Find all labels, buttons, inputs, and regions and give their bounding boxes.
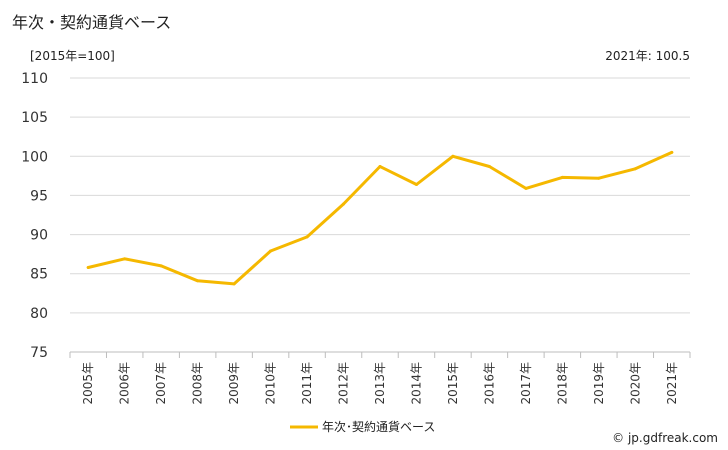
x-tick-label: 2006年	[118, 362, 132, 405]
x-axis-ticks: 2005年 2006年 2007年 2008年 2009年 2010年 2011年 2012年…	[69, 352, 691, 405]
y-tick-label-85: 85	[30, 267, 48, 283]
data-point	[305, 235, 309, 239]
x-tick-label: 2012年	[337, 362, 351, 405]
legend: 年次･契約通貨ベース	[290, 419, 435, 434]
data-point	[597, 176, 601, 180]
series-line-0	[86, 150, 674, 286]
y-tick-label-80: 80	[30, 306, 48, 322]
series-lines	[86, 150, 674, 286]
y-tick-label-90: 90	[30, 228, 48, 244]
data-point	[451, 154, 455, 158]
data-point	[342, 202, 346, 206]
x-tick-label: 2014年	[409, 362, 423, 405]
x-tick-label: 2021年	[665, 362, 679, 405]
data-point	[159, 264, 163, 268]
y-tick-label-75: 75	[30, 345, 48, 361]
data-point	[414, 182, 418, 186]
x-tick-label: 2008年	[191, 362, 205, 405]
data-point	[86, 265, 90, 269]
x-tick-label: 2017年	[519, 362, 533, 405]
data-point	[670, 150, 674, 154]
x-tick-label: 2013年	[373, 362, 387, 405]
data-point	[560, 175, 564, 179]
grid-lines	[70, 77, 690, 353]
source-credit: © jp.gdfreak.com	[612, 431, 718, 445]
data-point	[524, 186, 528, 190]
data-point	[378, 164, 382, 168]
data-point	[269, 249, 273, 253]
legend-label: 年次･契約通貨ベース	[322, 419, 435, 434]
chart-title: 年次・契約通貨ベース	[12, 13, 171, 32]
data-point	[633, 167, 637, 171]
y-tick-label-110: 110	[21, 71, 48, 87]
unit-label: [2015年=100]	[30, 49, 115, 63]
y-tick-label-95: 95	[30, 188, 48, 204]
x-tick-label: 2015年	[446, 362, 460, 405]
x-tick-label: 2020年	[628, 362, 642, 405]
x-tick-label: 2009年	[227, 362, 241, 405]
x-tick-label: 2016年	[482, 362, 496, 405]
x-tick-label: 2005年	[81, 362, 95, 405]
data-point	[123, 257, 127, 261]
x-tick-label: 2007年	[154, 362, 168, 405]
data-point	[232, 282, 236, 286]
y-tick-label-100: 100	[21, 149, 48, 165]
data-point	[487, 164, 491, 168]
x-tick-label: 2011年	[300, 362, 314, 405]
x-tick-label: 2010年	[264, 362, 278, 405]
data-point	[196, 279, 200, 283]
latest-value-label: 2021年: 100.5	[605, 49, 690, 63]
y-axis-ticks: 75 80 85 90 95 100 105 110	[21, 71, 48, 361]
y-tick-label-105: 105	[21, 110, 48, 126]
x-tick-label: 2019年	[592, 362, 606, 405]
x-tick-label: 2018年	[555, 362, 569, 405]
